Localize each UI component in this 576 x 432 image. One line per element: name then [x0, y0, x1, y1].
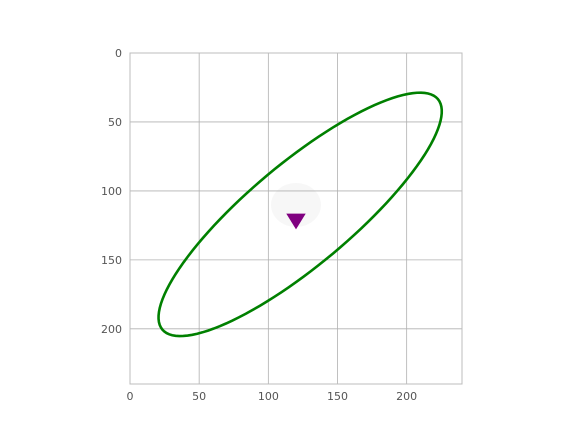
y-tick-label: 100: [101, 185, 122, 198]
x-tick-label: 50: [192, 390, 206, 403]
x-tick-label: 150: [327, 390, 348, 403]
y-tick-label: 150: [101, 254, 122, 267]
x-axis-ticks: 0 50 100 150 200: [127, 390, 418, 403]
y-axis-ticks: 0 50 100 150 200: [101, 47, 122, 336]
background-image-blur: [271, 183, 321, 227]
x-tick-label: 200: [396, 390, 417, 403]
plot-area: [129, 52, 463, 385]
y-tick-label: 50: [108, 116, 122, 129]
y-tick-label: 0: [115, 47, 122, 60]
triangle-down-marker: [286, 213, 306, 230]
ellipse-outline: [157, 91, 444, 338]
series-layer: [157, 91, 444, 338]
x-tick-label: 100: [258, 390, 279, 403]
y-tick-label: 200: [101, 323, 122, 336]
plot-frame: [129, 52, 463, 385]
x-tick-label: 0: [127, 390, 134, 403]
